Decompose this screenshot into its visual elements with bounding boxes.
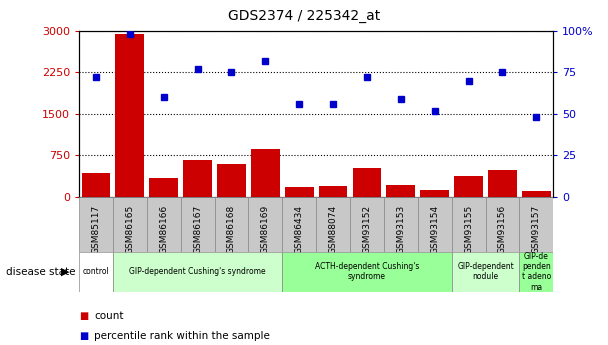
FancyBboxPatch shape: [249, 197, 282, 252]
FancyBboxPatch shape: [452, 197, 486, 252]
FancyBboxPatch shape: [181, 197, 215, 252]
Text: GSM85117: GSM85117: [91, 205, 100, 254]
Text: GSM86165: GSM86165: [125, 205, 134, 254]
Text: GSM93153: GSM93153: [396, 205, 406, 254]
FancyBboxPatch shape: [350, 197, 384, 252]
Text: disease state: disease state: [6, 267, 75, 277]
FancyBboxPatch shape: [486, 197, 519, 252]
FancyBboxPatch shape: [316, 197, 350, 252]
Text: GIP-de
penden
t adeno
ma: GIP-de penden t adeno ma: [522, 252, 551, 292]
Text: GSM93152: GSM93152: [362, 205, 371, 254]
Text: ■: ■: [79, 311, 88, 321]
Bar: [420, 190, 449, 197]
FancyBboxPatch shape: [215, 197, 249, 252]
Text: ▶: ▶: [61, 267, 70, 277]
Bar: [217, 164, 246, 197]
Text: count: count: [94, 311, 124, 321]
FancyBboxPatch shape: [452, 252, 519, 292]
Bar: [387, 185, 415, 197]
Text: GSM93155: GSM93155: [464, 205, 473, 254]
Text: GSM88074: GSM88074: [328, 205, 337, 254]
Bar: [116, 34, 144, 197]
Text: ■: ■: [79, 332, 88, 341]
Text: GIP-dependent
nodule: GIP-dependent nodule: [457, 262, 514, 282]
Text: GSM86166: GSM86166: [159, 205, 168, 254]
Text: percentile rank within the sample: percentile rank within the sample: [94, 332, 270, 341]
Text: GSM86168: GSM86168: [227, 205, 236, 254]
Text: GSM93154: GSM93154: [430, 205, 439, 254]
FancyBboxPatch shape: [79, 197, 113, 252]
Bar: [454, 176, 483, 197]
FancyBboxPatch shape: [147, 197, 181, 252]
Text: GSM93156: GSM93156: [498, 205, 507, 254]
Text: control: control: [83, 267, 109, 276]
Text: GSM86169: GSM86169: [261, 205, 270, 254]
FancyBboxPatch shape: [113, 252, 282, 292]
Bar: [319, 186, 348, 197]
Text: GDS2374 / 225342_at: GDS2374 / 225342_at: [228, 9, 380, 23]
FancyBboxPatch shape: [418, 197, 452, 252]
Text: GIP-dependent Cushing's syndrome: GIP-dependent Cushing's syndrome: [130, 267, 266, 276]
FancyBboxPatch shape: [519, 252, 553, 292]
Bar: [285, 187, 314, 197]
Bar: [150, 178, 178, 197]
Text: GSM86434: GSM86434: [295, 205, 304, 254]
Text: GSM93157: GSM93157: [532, 205, 541, 254]
FancyBboxPatch shape: [79, 252, 113, 292]
FancyBboxPatch shape: [384, 197, 418, 252]
Bar: [522, 191, 551, 197]
Bar: [81, 173, 111, 197]
Bar: [183, 160, 212, 197]
Text: GSM86167: GSM86167: [193, 205, 202, 254]
FancyBboxPatch shape: [113, 197, 147, 252]
FancyBboxPatch shape: [282, 252, 452, 292]
FancyBboxPatch shape: [519, 197, 553, 252]
Bar: [251, 149, 280, 197]
Bar: [353, 168, 381, 197]
FancyBboxPatch shape: [282, 197, 316, 252]
Text: ACTH-dependent Cushing's
syndrome: ACTH-dependent Cushing's syndrome: [315, 262, 419, 282]
Bar: [488, 170, 517, 197]
